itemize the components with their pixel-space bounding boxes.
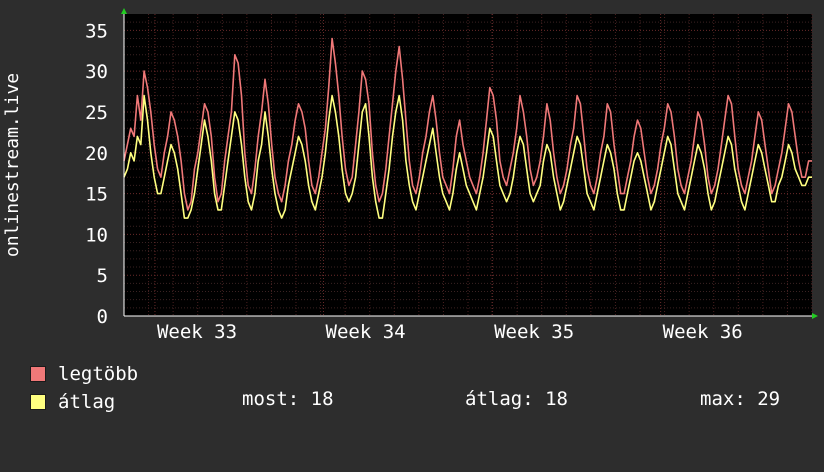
stat-most-label: most: (242, 388, 300, 410)
series-line-0 (123, 37, 812, 211)
y-tick-labels: 0 5 10 15 20 25 30 35 (85, 20, 108, 328)
legend-swatch-max (30, 366, 46, 382)
y-tick-label: 20 (85, 143, 108, 165)
y-tick-label: 15 (85, 184, 108, 206)
y-axis-arrow (121, 8, 127, 14)
stat-atlag-value: 18 (545, 388, 568, 410)
y-tick-label: 30 (85, 61, 108, 83)
legend: legtöbb átlag (30, 360, 138, 472)
stat-most-value: 18 (310, 388, 334, 410)
axes (121, 8, 818, 319)
chart: 0 5 10 15 20 25 30 35 Week 33 Week 34 Week 35 Week… (2, 8, 818, 413)
x-tick-label: Week 35 (494, 321, 574, 343)
x-tick-labels: Week 33 Week 34 Week 35 Week 36 (157, 321, 743, 343)
y-axis-label: onlinestream.live (2, 73, 23, 257)
x-tick-label: Week 33 (157, 321, 237, 343)
stat-most: most: 18 (242, 388, 334, 410)
legend-entry-max: legtöbb (30, 360, 138, 388)
y-tick-label: 10 (85, 224, 108, 246)
series-line-1 (123, 94, 812, 219)
y-tick-label: 0 (97, 306, 108, 328)
stat-atlag: átlag: 18 (465, 388, 568, 410)
y-tick-label: 35 (85, 20, 108, 42)
stat-max-value: 29 (757, 388, 781, 410)
legend-label-max: legtöbb (58, 363, 139, 385)
x-axis-arrow (812, 313, 818, 319)
y-tick-label: 5 (97, 265, 108, 287)
legend-entry-avg: átlag (30, 388, 115, 416)
stat-atlag-label: átlag: (465, 388, 534, 410)
x-tick-label: Week 34 (326, 321, 406, 343)
series-layer (123, 37, 812, 219)
stat-max-label: max: (700, 388, 746, 410)
y-tick-label: 25 (85, 102, 108, 124)
stat-max: max: 29 (700, 388, 780, 410)
legend-swatch-avg (30, 394, 46, 410)
legend-label-avg: átlag (58, 391, 116, 413)
x-tick-label: Week 36 (663, 321, 743, 343)
